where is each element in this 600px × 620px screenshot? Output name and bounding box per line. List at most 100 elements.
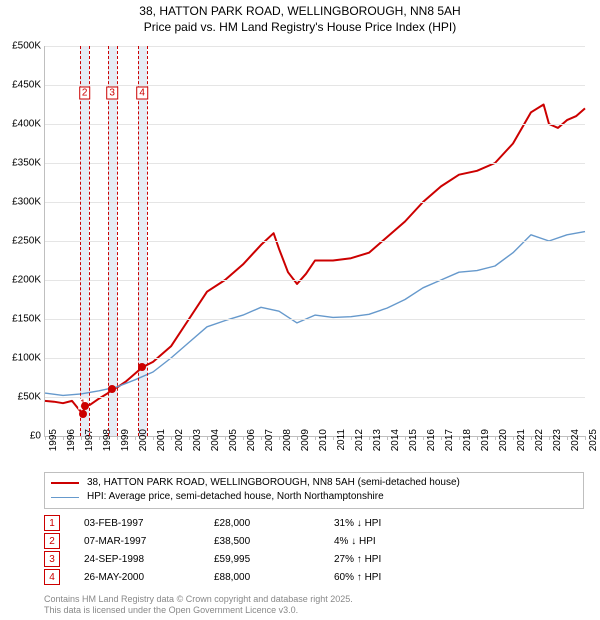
transaction-band-edge <box>108 46 109 436</box>
x-axis-label: 2010 <box>318 429 329 459</box>
x-axis-label: 2025 <box>588 429 599 459</box>
transaction-marker <box>108 385 116 393</box>
x-tick <box>153 436 154 440</box>
x-axis-label: 2014 <box>390 429 401 459</box>
x-axis-label: 1995 <box>48 429 59 459</box>
y-gridline <box>45 163 585 164</box>
y-axis-label: £250K <box>1 236 41 247</box>
y-axis-label: £400K <box>1 119 41 130</box>
x-axis-label: 2002 <box>174 429 185 459</box>
x-axis-label: 2018 <box>462 429 473 459</box>
legend-label: 38, HATTON PARK ROAD, WELLINGBOROUGH, NN… <box>87 476 460 490</box>
x-tick <box>513 436 514 440</box>
y-axis-label: £350K <box>1 158 41 169</box>
y-axis-label: £50K <box>1 392 41 403</box>
y-gridline <box>45 358 585 359</box>
transaction-price: £59,995 <box>214 554 334 565</box>
x-tick <box>585 436 586 440</box>
x-axis-label: 2005 <box>228 429 239 459</box>
transaction-row: 207-MAR-1997£38,5004% ↓ HPI <box>44 532 584 550</box>
transaction-date: 24-SEP-1998 <box>84 554 214 565</box>
transaction-marker <box>138 363 146 371</box>
x-axis-label: 2023 <box>552 429 563 459</box>
x-tick <box>45 436 46 440</box>
x-tick <box>225 436 226 440</box>
series-hpi <box>45 232 585 396</box>
transaction-pct-vs-hpi: 4% ↓ HPI <box>334 536 434 547</box>
y-gridline <box>45 397 585 398</box>
footer-attribution: Contains HM Land Registry data © Crown c… <box>44 594 353 617</box>
y-gridline <box>45 202 585 203</box>
x-tick <box>243 436 244 440</box>
x-axis-label: 2022 <box>534 429 545 459</box>
x-tick <box>279 436 280 440</box>
chart-title: 38, HATTON PARK ROAD, WELLINGBOROUGH, NN… <box>0 0 600 35</box>
transaction-band-edge <box>147 46 148 436</box>
transaction-price: £88,000 <box>214 572 334 583</box>
x-axis-label: 1996 <box>66 429 77 459</box>
x-axis-label: 1999 <box>120 429 131 459</box>
transaction-price: £28,000 <box>214 518 334 529</box>
x-axis-label: 2020 <box>498 429 509 459</box>
x-tick <box>351 436 352 440</box>
x-axis-label: 2016 <box>426 429 437 459</box>
title-line-2: Price paid vs. HM Land Registry's House … <box>0 20 600 36</box>
transaction-date: 26-MAY-2000 <box>84 572 214 583</box>
legend: 38, HATTON PARK ROAD, WELLINGBOROUGH, NN… <box>44 472 584 509</box>
x-tick <box>333 436 334 440</box>
x-tick <box>315 436 316 440</box>
x-tick <box>405 436 406 440</box>
x-tick <box>387 436 388 440</box>
x-tick <box>567 436 568 440</box>
transaction-index: 4 <box>44 569 60 585</box>
x-tick <box>441 436 442 440</box>
x-axis-label: 2015 <box>408 429 419 459</box>
y-axis-label: £500K <box>1 41 41 52</box>
x-axis-label: 2019 <box>480 429 491 459</box>
transaction-pct-vs-hpi: 31% ↓ HPI <box>334 518 434 529</box>
legend-item: HPI: Average price, semi-detached house,… <box>51 490 577 504</box>
legend-swatch <box>51 482 79 484</box>
transaction-index: 3 <box>44 551 60 567</box>
x-axis-label: 2003 <box>192 429 203 459</box>
transaction-date: 07-MAR-1997 <box>84 536 214 547</box>
transaction-callout: 2 <box>79 86 91 99</box>
transaction-band-edge <box>117 46 118 436</box>
x-axis-label: 2001 <box>156 429 167 459</box>
x-axis-label: 2008 <box>282 429 293 459</box>
x-tick <box>261 436 262 440</box>
y-gridline <box>45 46 585 47</box>
x-tick <box>63 436 64 440</box>
legend-label: HPI: Average price, semi-detached house,… <box>87 490 384 504</box>
y-gridline <box>45 319 585 320</box>
transaction-band-edge <box>80 46 81 436</box>
y-axis-label: £0 <box>1 431 41 442</box>
y-gridline <box>45 124 585 125</box>
x-tick <box>297 436 298 440</box>
x-tick <box>531 436 532 440</box>
title-line-1: 38, HATTON PARK ROAD, WELLINGBOROUGH, NN… <box>0 4 600 20</box>
x-tick <box>189 436 190 440</box>
transaction-row: 3 24-SEP-1998£59,99527% ↑ HPI <box>44 550 584 568</box>
x-tick <box>135 436 136 440</box>
x-axis-label: 2009 <box>300 429 311 459</box>
transaction-pct-vs-hpi: 27% ↑ HPI <box>334 554 434 565</box>
y-axis-label: £450K <box>1 80 41 91</box>
x-axis-label: 2021 <box>516 429 527 459</box>
x-tick <box>81 436 82 440</box>
transaction-band-edge <box>89 46 90 436</box>
transaction-pct-vs-hpi: 60% ↑ HPI <box>334 572 434 583</box>
y-axis-label: £150K <box>1 314 41 325</box>
x-axis-label: 2004 <box>210 429 221 459</box>
x-axis-label: 2011 <box>336 429 347 459</box>
x-tick <box>99 436 100 440</box>
transaction-index: 1 <box>44 515 60 531</box>
chart-plot-area: £0£50K£100K£150K£200K£250K£300K£350K£400… <box>44 46 585 437</box>
legend-item: 38, HATTON PARK ROAD, WELLINGBOROUGH, NN… <box>51 476 577 490</box>
y-axis-label: £100K <box>1 353 41 364</box>
legend-swatch <box>51 497 79 498</box>
footer-line-1: Contains HM Land Registry data © Crown c… <box>44 594 353 605</box>
x-tick <box>459 436 460 440</box>
transaction-row: 4 26-MAY-2000£88,00060% ↑ HPI <box>44 568 584 586</box>
y-gridline <box>45 241 585 242</box>
